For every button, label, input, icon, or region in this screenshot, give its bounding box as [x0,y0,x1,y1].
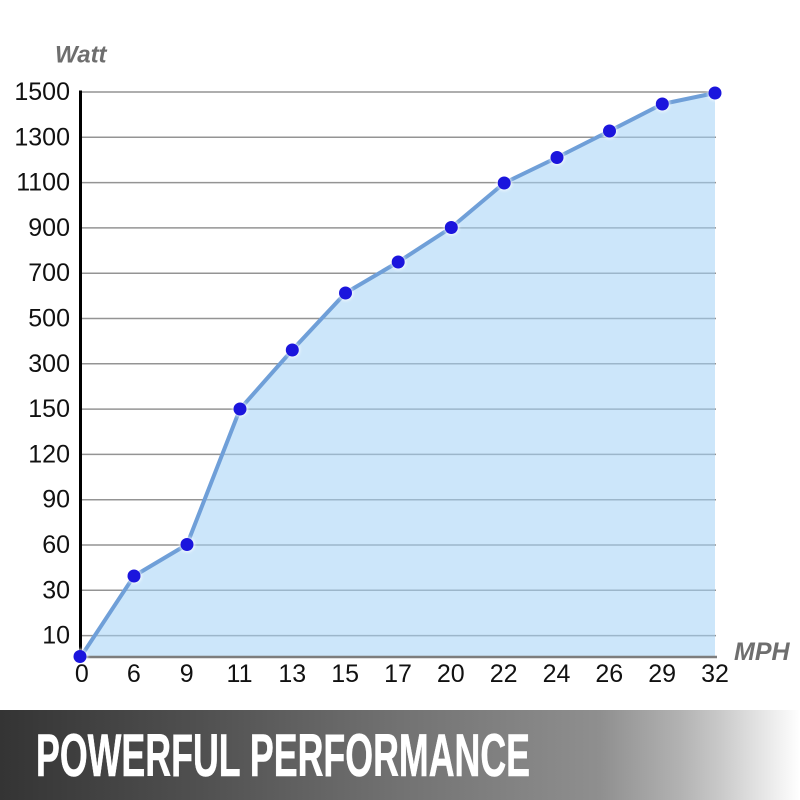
svg-text:17: 17 [384,660,412,688]
svg-text:20: 20 [437,660,465,688]
svg-text:1300: 1300 [14,123,70,151]
svg-text:1100: 1100 [16,169,70,197]
svg-text:10: 10 [42,622,70,650]
svg-text:24: 24 [543,660,571,688]
svg-text:26: 26 [595,660,623,688]
svg-text:32: 32 [701,660,729,688]
svg-text:15: 15 [331,660,359,688]
svg-text:300: 300 [28,350,70,378]
svg-text:13: 13 [278,660,306,688]
svg-text:30: 30 [42,576,70,604]
svg-text:MPH: MPH [734,638,791,666]
svg-text:700: 700 [28,259,70,287]
svg-text:500: 500 [28,305,70,333]
svg-text:90: 90 [42,486,70,514]
svg-text:6: 6 [127,660,141,688]
svg-text:22: 22 [490,660,518,688]
svg-text:1500: 1500 [14,78,70,106]
svg-text:9: 9 [180,660,194,688]
svg-text:0: 0 [75,660,89,688]
svg-text:29: 29 [648,660,676,688]
svg-text:120: 120 [28,440,70,468]
svg-text:60: 60 [42,531,70,559]
svg-text:150: 150 [28,395,70,423]
svg-text:900: 900 [28,214,70,242]
svg-text:Watt: Watt [55,42,108,69]
svg-text:11: 11 [227,660,253,688]
